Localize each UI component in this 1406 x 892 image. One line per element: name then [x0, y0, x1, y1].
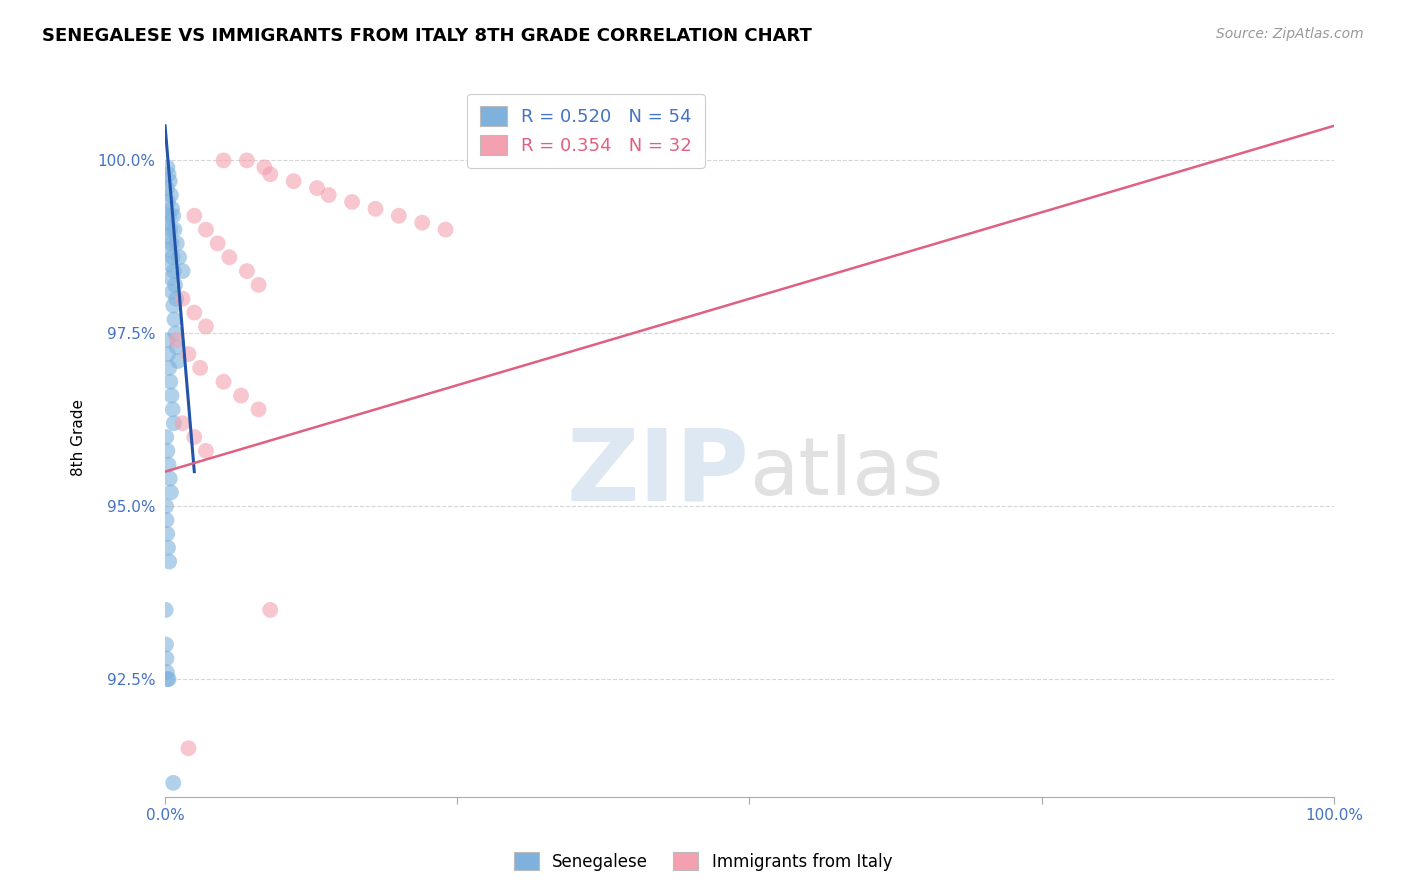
- Point: [163, 416, 186, 430]
- Point: [218, 250, 240, 264]
- Point: [156, 229, 179, 244]
- Point: [160, 188, 183, 202]
- Point: [157, 458, 180, 472]
- Point: [157, 555, 180, 569]
- Point: [156, 541, 179, 555]
- Point: [162, 250, 184, 264]
- Point: [160, 388, 183, 402]
- Point: [177, 347, 200, 361]
- Point: [157, 167, 180, 181]
- Text: Source: ZipAtlas.com: Source: ZipAtlas.com: [1216, 27, 1364, 41]
- Point: [166, 333, 188, 347]
- Point: [162, 299, 184, 313]
- Point: [165, 292, 187, 306]
- Point: [212, 375, 235, 389]
- Point: [236, 153, 259, 168]
- Point: [156, 672, 179, 686]
- Point: [229, 388, 252, 402]
- Point: [195, 319, 218, 334]
- Point: [163, 312, 186, 326]
- Point: [156, 333, 179, 347]
- Point: [163, 277, 186, 292]
- Text: SENEGALESE VS IMMIGRANTS FROM ITALY 8TH GRADE CORRELATION CHART: SENEGALESE VS IMMIGRANTS FROM ITALY 8TH …: [42, 27, 813, 45]
- Point: [159, 471, 181, 485]
- Point: [167, 354, 190, 368]
- Point: [172, 416, 194, 430]
- Legend: R = 0.520   N = 54, R = 0.354   N = 32: R = 0.520 N = 54, R = 0.354 N = 32: [467, 94, 704, 168]
- Point: [183, 430, 205, 444]
- Text: ZIP: ZIP: [567, 425, 749, 522]
- Point: [155, 638, 177, 652]
- Point: [159, 174, 181, 188]
- Point: [162, 776, 184, 790]
- Y-axis label: 8th Grade: 8th Grade: [72, 399, 86, 475]
- Point: [247, 277, 270, 292]
- Point: [157, 360, 180, 375]
- Point: [157, 209, 180, 223]
- Point: [163, 222, 186, 236]
- Point: [259, 603, 281, 617]
- Point: [160, 285, 183, 299]
- Point: [156, 443, 179, 458]
- Point: [165, 326, 187, 341]
- Point: [172, 292, 194, 306]
- Point: [157, 244, 180, 258]
- Point: [212, 153, 235, 168]
- Point: [259, 167, 281, 181]
- Point: [156, 181, 179, 195]
- Point: [155, 651, 177, 665]
- Point: [160, 271, 183, 285]
- Text: atlas: atlas: [749, 434, 943, 512]
- Point: [305, 181, 328, 195]
- Point: [166, 236, 188, 251]
- Point: [156, 161, 179, 175]
- Point: [340, 194, 363, 209]
- Point: [159, 222, 181, 236]
- Point: [183, 209, 205, 223]
- Point: [160, 236, 183, 251]
- Point: [247, 402, 270, 417]
- Point: [318, 188, 340, 202]
- Point: [157, 672, 180, 686]
- Point: [162, 402, 184, 417]
- Point: [155, 216, 177, 230]
- Point: [172, 264, 194, 278]
- Point: [167, 250, 190, 264]
- Point: [177, 741, 200, 756]
- Point: [166, 340, 188, 354]
- Legend: Senegalese, Immigrants from Italy: Senegalese, Immigrants from Italy: [506, 844, 900, 880]
- Point: [283, 174, 305, 188]
- Point: [156, 347, 179, 361]
- Point: [162, 209, 184, 223]
- Point: [207, 236, 229, 251]
- Point: [195, 222, 218, 236]
- Point: [160, 202, 183, 216]
- Point: [155, 430, 177, 444]
- Point: [364, 202, 387, 216]
- Point: [411, 216, 433, 230]
- Point: [155, 500, 177, 514]
- Point: [388, 209, 411, 223]
- Point: [253, 161, 276, 175]
- Point: [188, 360, 211, 375]
- Point: [156, 665, 179, 680]
- Point: [434, 222, 457, 236]
- Point: [163, 264, 186, 278]
- Point: [236, 264, 259, 278]
- Point: [195, 443, 218, 458]
- Point: [159, 257, 181, 271]
- Point: [183, 305, 205, 319]
- Point: [159, 375, 181, 389]
- Point: [156, 194, 179, 209]
- Point: [160, 485, 183, 500]
- Point: [155, 513, 177, 527]
- Point: [156, 527, 179, 541]
- Point: [155, 603, 177, 617]
